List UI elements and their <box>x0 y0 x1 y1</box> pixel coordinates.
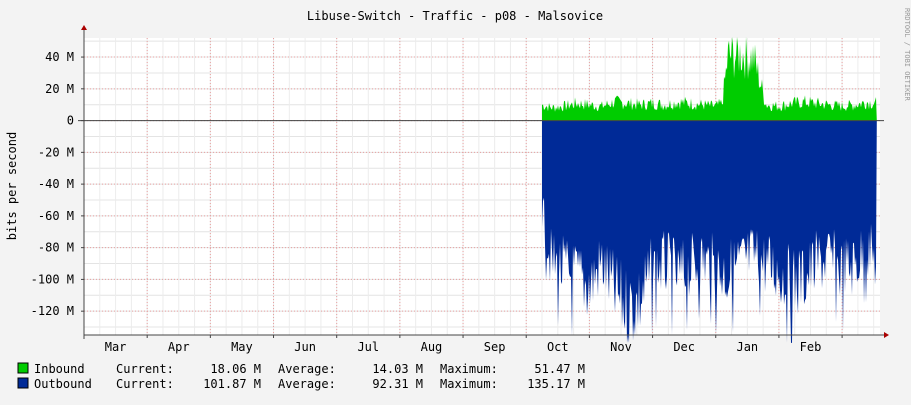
legend-current-value: 18.06 M <box>210 362 261 376</box>
legend-series-name: Outbound <box>34 377 92 391</box>
legend-maximum-label: Maximum: <box>440 362 498 376</box>
x-tick-label: Sep <box>484 340 506 354</box>
y-tick-label: 0 <box>67 114 74 128</box>
outbound-area <box>542 120 877 343</box>
x-tick-label: Apr <box>168 340 190 354</box>
data-areas <box>542 37 877 343</box>
legend-average-label: Average: <box>278 362 336 376</box>
x-axis-arrow <box>884 332 889 338</box>
legend-average-value: 92.31 M <box>372 377 423 391</box>
x-tick-label: Feb <box>800 340 822 354</box>
legend-average-label: Average: <box>278 377 336 391</box>
y-tick-label: -100 M <box>31 272 74 286</box>
inbound-area <box>542 37 877 121</box>
y-tick-label: 20 M <box>45 82 74 96</box>
legend-average-value: 14.03 M <box>372 362 423 376</box>
chart-title: Libuse-Switch - Traffic - p08 - Malsovic… <box>307 9 603 23</box>
axes <box>78 25 889 339</box>
watermark: RRDTOOL / TOBI OETIKER <box>903 8 911 102</box>
legend-maximum-label: Maximum: <box>440 377 498 391</box>
x-tick-label: Jul <box>357 340 379 354</box>
x-tick-label: Mar <box>105 340 127 354</box>
y-tick-label: -20 M <box>38 145 74 159</box>
x-tick-label: Dec <box>673 340 695 354</box>
y-tick-label: 40 M <box>45 50 74 64</box>
legend-current-value: 101.87 M <box>203 377 261 391</box>
legend-maximum-value: 51.47 M <box>534 362 585 376</box>
y-axis-label: bits per second <box>5 132 19 240</box>
x-tick-labels: Mar Apr May Jun Jul Aug Sep Oct Nov Dec Jan Feb <box>105 340 822 354</box>
x-tick-label: May <box>231 340 253 354</box>
y-tick-label: -40 M <box>38 177 74 191</box>
y-tick-labels: 40 M 20 M 0 -20 M -40 M -60 M -80 M -100 M -120 … <box>31 50 74 318</box>
x-tick-label: Jun <box>294 340 316 354</box>
legend-current-label: Current: <box>116 362 174 376</box>
legend: Inbound Current: 18.06 M Average: 14.03 M Max… <box>17 362 585 391</box>
y-tick-label: -80 M <box>38 241 74 255</box>
x-tick-label: Oct <box>547 340 569 354</box>
y-tick-label: -60 M <box>38 209 74 223</box>
y-axis-arrow <box>81 25 87 30</box>
legend-maximum-value: 135.17 M <box>527 377 585 391</box>
x-tick-label: Jan <box>736 340 758 354</box>
legend-series-name: Inbound <box>34 362 85 376</box>
x-tick-label: Aug <box>421 340 443 354</box>
legend-swatch <box>17 377 29 389</box>
x-tick-label: Nov <box>610 340 632 354</box>
legend-current-label: Current: <box>116 377 174 391</box>
legend-swatch <box>17 362 29 374</box>
y-tick-label: -120 M <box>31 304 74 318</box>
